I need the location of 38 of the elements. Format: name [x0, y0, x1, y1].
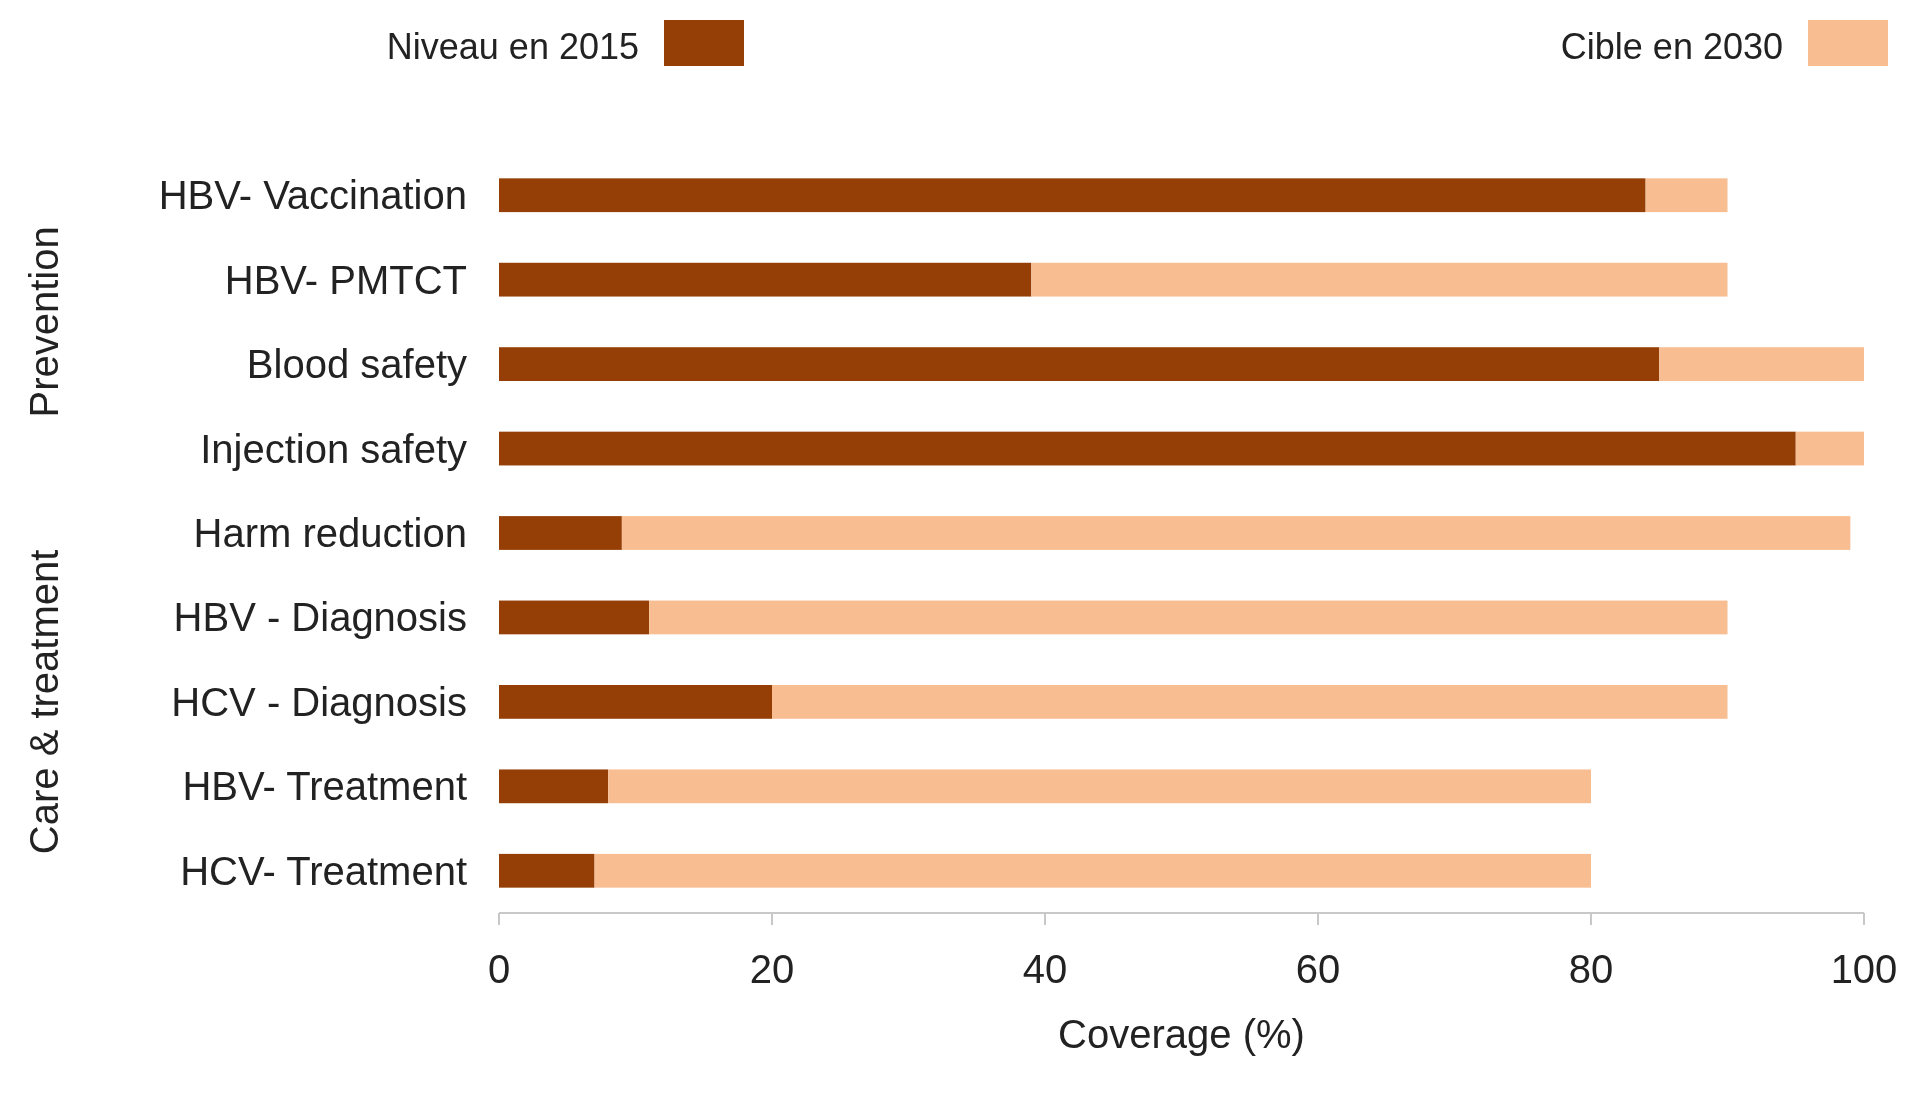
x-tick-label: 0	[487, 947, 511, 991]
bar	[1031, 262, 1728, 297]
x-tick-label: 20	[749, 947, 795, 991]
x-tick-label: 80	[1568, 947, 1614, 991]
bar	[499, 853, 595, 888]
bar	[499, 685, 772, 719]
y-tick-label: HBV- PMTCT	[224, 257, 467, 302]
bar	[594, 853, 1591, 888]
bar	[608, 769, 1591, 804]
y-tick-label: Blood safety	[246, 342, 467, 387]
text: Care & treatment	[22, 549, 66, 855]
bar	[499, 347, 1660, 381]
bar	[499, 516, 622, 550]
bar	[772, 685, 1728, 719]
legend-label: Cible en 2030	[1560, 25, 1783, 67]
text: Prevention	[22, 226, 66, 418]
legend-label: Niveau en 2015	[386, 25, 639, 67]
y-tick-label: Injection safety	[200, 426, 467, 471]
x-tick-label: 60	[1295, 947, 1341, 991]
y-tick-label: Harm reduction	[193, 511, 467, 555]
bar	[649, 600, 1728, 635]
bar	[499, 769, 609, 804]
bar	[499, 262, 1032, 297]
y-tick-label: HCV- Treatment	[180, 848, 467, 893]
bar	[499, 600, 650, 635]
y-tick-label: HBV - Diagnosis	[173, 595, 467, 640]
bar	[499, 178, 1646, 213]
bar	[1645, 178, 1728, 213]
bar	[1659, 347, 1864, 381]
x-tick-label: 100	[1830, 947, 1898, 991]
bar	[621, 516, 1851, 550]
x-axis-title: Coverage (%)	[1058, 1012, 1305, 1056]
x-tick-label: 40	[1022, 947, 1068, 991]
bar	[1795, 431, 1864, 466]
bar	[499, 431, 1796, 466]
y-tick-label: HBV- Treatment	[182, 764, 467, 809]
y-tick-label: HBV- Vaccination	[158, 173, 467, 218]
y-tick-label: HCV - Diagnosis	[171, 679, 467, 724]
